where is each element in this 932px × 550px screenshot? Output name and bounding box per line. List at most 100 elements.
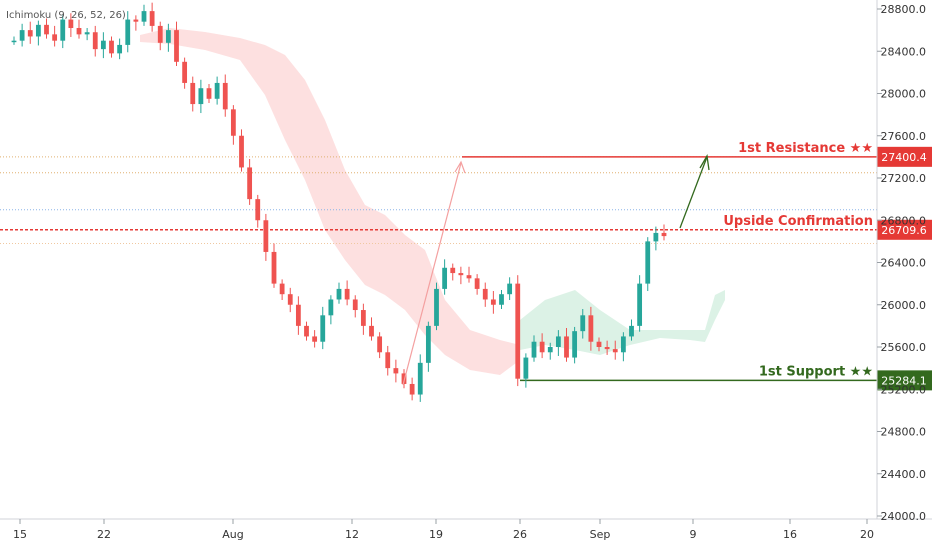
candle-body bbox=[539, 341, 545, 353]
candle-body bbox=[68, 19, 74, 29]
y-tick-label: 26800.0 bbox=[881, 214, 927, 227]
candle-body bbox=[320, 315, 326, 342]
candle-body bbox=[385, 352, 391, 369]
candle-body bbox=[312, 336, 318, 342]
candle-body bbox=[295, 304, 301, 326]
x-tick-label: 19 bbox=[429, 528, 443, 541]
candle-body bbox=[612, 349, 618, 353]
candle-body bbox=[369, 325, 374, 337]
y-tick-label: 26000.0 bbox=[881, 299, 927, 312]
candle-body bbox=[450, 267, 456, 274]
y-tick-label: 27600.0 bbox=[881, 130, 927, 143]
candle-body bbox=[214, 82, 220, 99]
candle-body bbox=[19, 30, 25, 41]
candle-body bbox=[661, 232, 667, 237]
candle-body bbox=[580, 315, 586, 332]
candle-body bbox=[27, 30, 33, 37]
candle-body bbox=[182, 61, 188, 83]
candle-body bbox=[442, 267, 448, 289]
projection-arrowhead-thin bbox=[454, 160, 466, 174]
candle-body bbox=[653, 232, 659, 242]
candle-body bbox=[417, 362, 423, 395]
level-price-tag bbox=[877, 146, 932, 167]
indicator-label[interactable]: Ichimoku (9, 26, 52, 26) bbox=[6, 10, 126, 21]
x-tick-label: Sep bbox=[590, 528, 611, 541]
projection-arrow-up-thin bbox=[402, 162, 462, 386]
candle-body bbox=[466, 275, 472, 279]
candle-body bbox=[174, 30, 179, 62]
candle-body bbox=[458, 273, 464, 276]
x-tick-label: 22 bbox=[97, 528, 111, 541]
candle-body bbox=[645, 241, 651, 284]
x-tick-label: 9 bbox=[690, 528, 697, 541]
candle-body bbox=[35, 24, 41, 37]
candle-body bbox=[336, 288, 342, 300]
candle-body bbox=[247, 167, 253, 200]
y-tick-label: 28400.0 bbox=[881, 45, 927, 58]
candle-body bbox=[84, 32, 90, 35]
candle-body bbox=[360, 310, 366, 326]
candle-body bbox=[190, 82, 196, 105]
candle-body bbox=[328, 299, 334, 316]
y-tick-label: 24800.0 bbox=[881, 426, 927, 439]
candle-body bbox=[222, 82, 228, 110]
cloud-bearish bbox=[140, 28, 520, 375]
candle-body bbox=[255, 199, 261, 221]
candle-body bbox=[572, 331, 578, 358]
level-lines bbox=[0, 156, 877, 382]
candle-body bbox=[117, 44, 123, 54]
candle-body bbox=[604, 347, 610, 350]
candle-body bbox=[287, 294, 293, 305]
candle-body bbox=[564, 336, 569, 358]
candle-body bbox=[109, 40, 114, 54]
projection-arrows bbox=[402, 154, 710, 386]
y-tick-label: 28800.0 bbox=[881, 3, 927, 16]
price-axis[interactable]: 28800.0 28400.0 28000.0 27600.0 27200.0 26800… bbox=[877, 3, 926, 523]
candle-body bbox=[44, 24, 49, 35]
candle-body bbox=[515, 283, 521, 379]
candle-body bbox=[596, 341, 602, 347]
projection-arrow-green bbox=[679, 156, 708, 229]
level-price-tag bbox=[877, 370, 932, 391]
x-tick-label: 20 bbox=[860, 528, 874, 541]
candles-layer bbox=[11, 2, 667, 402]
candle-body bbox=[165, 30, 171, 43]
candle-body bbox=[434, 288, 439, 326]
x-tick-label: 12 bbox=[345, 528, 359, 541]
candle-body bbox=[393, 368, 399, 374]
candle-body bbox=[620, 336, 626, 353]
candle-body bbox=[547, 347, 553, 353]
level-price-value: 26709.6 bbox=[881, 224, 927, 237]
level-price-value: 27400.4 bbox=[881, 151, 927, 164]
candle-body bbox=[198, 88, 204, 105]
candle-body bbox=[588, 315, 594, 342]
time-axis[interactable]: 15 22 Aug 12 19 26 Sep 9 16 20 bbox=[13, 519, 874, 541]
candle-body bbox=[344, 288, 350, 300]
candle-body bbox=[637, 283, 643, 326]
level-name-label: 1st Resistance ★★ bbox=[738, 141, 873, 156]
x-tick-label: 26 bbox=[513, 528, 527, 541]
candle-body bbox=[523, 357, 529, 379]
candle-body bbox=[629, 325, 634, 337]
y-tick-label: 24400.0 bbox=[881, 468, 927, 481]
candle-body bbox=[352, 299, 358, 311]
candle-body bbox=[279, 283, 285, 295]
candle-body bbox=[555, 336, 561, 347]
projection-arrowhead-green bbox=[699, 154, 710, 171]
candle-body bbox=[206, 88, 212, 99]
candle-body bbox=[239, 135, 244, 168]
y-tick-label: 25600.0 bbox=[881, 341, 927, 354]
candle-body bbox=[141, 11, 147, 22]
candle-body bbox=[76, 28, 82, 35]
candle-body bbox=[52, 34, 58, 41]
y-tick-label: 27200.0 bbox=[881, 172, 927, 185]
candle-body bbox=[271, 251, 277, 284]
y-tick-label: 25200.0 bbox=[881, 383, 927, 396]
level-name-label: 1st Support ★★ bbox=[759, 364, 873, 379]
x-tick-label: 15 bbox=[13, 528, 27, 541]
candle-body bbox=[499, 294, 504, 305]
candle-body bbox=[157, 25, 163, 43]
x-tick-label: Aug bbox=[222, 528, 243, 541]
